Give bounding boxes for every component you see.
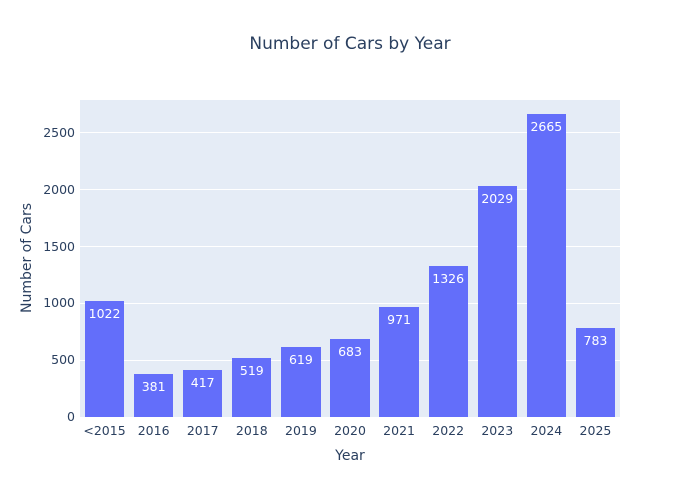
bar-2016: 381 (134, 373, 174, 417)
x-axis-tick-label: 2025 (579, 423, 612, 438)
bar-value-label: 2029 (481, 191, 514, 207)
bar-value-label: 417 (190, 374, 215, 390)
bar-value-label: 683 (338, 344, 362, 360)
bar-2023: 2029 (477, 186, 517, 417)
x-axis-tick-label: 2016 (137, 423, 170, 438)
y-axis-tick-label: 0 (67, 409, 75, 424)
bar-2017: 417 (183, 369, 223, 417)
plot-area: 1022 381 417 519 619 683 971 1326 2029 2665 783 (80, 100, 620, 418)
bar-value-label: 2665 (530, 119, 563, 135)
y-axis-tick-label: 500 (51, 352, 75, 368)
bar-2025: 783 (575, 328, 616, 417)
bar-value-label: 519 (239, 363, 264, 379)
x-axis-tick-label: 2018 (235, 423, 268, 438)
x-axis-tick-label: 2021 (383, 423, 415, 438)
bar-value-label: 971 (387, 311, 412, 327)
x-axis-tick-label: 2017 (186, 423, 219, 438)
bar-value-label: 1022 (88, 305, 121, 321)
y-axis-tick-label: 2500 (43, 124, 75, 140)
x-axis-title: Year (335, 448, 365, 464)
bar-value-label: 381 (141, 378, 166, 394)
x-axis-tick-label: 2019 (285, 423, 317, 438)
bar-value-label: 783 (583, 333, 608, 349)
gridline (80, 189, 620, 191)
bar-2020: 683 (330, 339, 370, 417)
bar-2019: 619 (281, 346, 321, 417)
x-axis-tick-label: <2015 (83, 423, 126, 438)
y-axis-tick-label: 1500 (43, 238, 75, 254)
x-axis-tick-label: 2022 (432, 423, 465, 438)
x-axis-tick-label: 2023 (481, 423, 514, 438)
x-axis-tick-label: 2024 (530, 423, 563, 438)
bar-2024: 2665 (526, 114, 566, 417)
bar-2018: 519 (232, 358, 272, 417)
y-axis-tick-label: 1000 (43, 295, 75, 311)
gridline (80, 416, 620, 418)
x-axis-tick-label: 2020 (334, 423, 366, 438)
chart-title: Number of Cars by Year (249, 34, 451, 54)
bar-2022: 1326 (428, 266, 468, 417)
gridline (80, 132, 620, 134)
bar-2021: 971 (379, 306, 419, 417)
bar-<2015: 1022 (84, 300, 125, 417)
bar-value-label: 619 (288, 351, 313, 367)
gridline (80, 246, 620, 248)
gridline (80, 302, 620, 304)
bar-value-label: 1326 (432, 271, 465, 287)
y-axis-tick-label: 2000 (43, 181, 75, 197)
